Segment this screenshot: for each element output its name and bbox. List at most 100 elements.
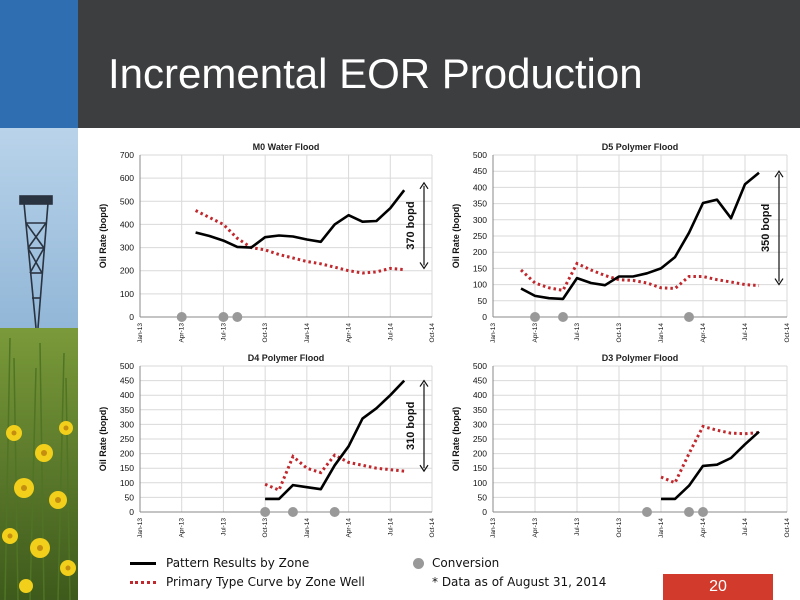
x-tick-label: Jan-13 [490,518,497,538]
y-tick-label: 200 [120,266,134,276]
y-tick-label: 100 [473,478,487,488]
x-tick-label: Oct-14 [784,518,791,538]
arrowhead-down-icon [419,464,429,473]
x-tick-label: Apr-13 [532,323,539,343]
y-tick-label: 0 [129,312,134,322]
x-tick-label: Jan-14 [658,323,665,343]
y-tick-label: 350 [473,405,487,415]
conversion-dot [698,507,708,517]
y-tick-label: 150 [120,463,134,473]
x-tick-label: Jan-14 [304,518,311,538]
x-tick-label: Apr-13 [179,323,186,343]
arrowhead-down-icon [419,262,429,270]
y-tick-label: 200 [120,449,134,459]
footnote: * Data as of August 31, 2014 [432,575,607,589]
y-tick-label: 150 [473,263,487,273]
y-tick-label: 500 [473,150,487,160]
x-tick-label: Jan-13 [137,518,144,538]
y-tick-label: 200 [473,247,487,257]
y-tick-label: 300 [120,243,134,253]
arrowhead-down-icon [774,278,784,286]
chart-title: M0 Water Flood [253,142,320,152]
x-tick-label: Oct-13 [262,518,269,538]
x-tick-label: Apr-14 [346,518,353,538]
x-tick-label: Jan-14 [304,323,311,343]
x-tick-label: Apr-13 [532,518,539,538]
y-axis-label: Oil Rate (bopd) [98,407,108,472]
chart-panel: 0 50 100 150 200 250 300 350 400 450 500 Jan-13 Apr-… [98,353,436,538]
y-tick-label: 350 [473,199,487,209]
accent-bar [0,0,78,128]
y-tick-label: 400 [120,219,134,229]
conversion-dot [287,507,298,517]
y-tick-label: 0 [129,507,134,517]
y-axis-label: Oil Rate (bopd) [451,204,461,269]
slide-header [0,0,800,128]
x-tick-label: Apr-14 [700,518,707,538]
y-tick-label: 0 [482,312,487,322]
legend-label-pattern: Pattern Results by Zone [166,556,310,570]
y-tick-label: 250 [120,434,134,444]
y-tick-label: 400 [473,182,487,192]
y-axis-label: Oil Rate (bopd) [451,407,461,472]
chart-panel: 0 50 100 150 200 250 300 350 400 450 500 Jan-13 Apr-… [451,142,791,343]
legend-label-conversion: Conversion [432,556,500,570]
pattern-results-line [520,171,760,301]
conversion-dot [232,312,243,322]
x-tick-label: Apr-13 [179,518,186,538]
dotted-line-swatch [130,581,156,584]
x-tick-label: Jul-13 [574,323,581,341]
y-tick-label: 100 [120,289,134,299]
annotation-label: 350 bopd [760,204,772,252]
y-tick-label: 300 [473,215,487,225]
arrowhead-up-icon [774,170,784,178]
y-tick-label: 450 [473,166,487,176]
y-tick-label: 500 [473,361,487,371]
conversion-dot [176,312,187,322]
x-tick-label: Oct-14 [429,323,436,343]
type-curve-line [264,453,405,493]
chart-title: D5 Polymer Flood [602,142,679,152]
chart-title: D4 Polymer Flood [248,353,325,363]
x-tick-label: Jan-14 [658,518,665,538]
x-tick-label: Apr-14 [346,323,353,343]
pattern-results-line [195,189,406,249]
x-tick-label: Jul-13 [220,518,227,536]
conversion-dot [329,507,340,517]
y-tick-label: 500 [120,361,134,371]
x-tick-label: Oct-14 [784,323,791,343]
y-tick-label: 100 [120,478,134,488]
y-tick-label: 450 [120,376,134,386]
x-tick-label: Jul-14 [742,518,749,536]
x-tick-label: Jan-13 [490,323,497,343]
pattern-results-line [661,430,760,501]
legend-item-pattern: Pattern Results by Zone [130,556,309,570]
legend-item-type-curve: Primary Type Curve by Zone Well [130,575,365,589]
y-tick-label: 400 [120,390,134,400]
y-tick-label: 450 [473,376,487,386]
type-curve-line [194,209,405,275]
legend: Pattern Results by Zone Primary Type Cur… [130,556,650,596]
y-tick-label: 0 [482,507,487,517]
x-tick-label: Jan-13 [137,323,144,343]
y-tick-label: 350 [120,405,134,415]
x-tick-label: Apr-14 [700,323,707,343]
oil-rig-photo [0,128,78,600]
y-tick-label: 150 [473,463,487,473]
x-tick-label: Jul-14 [742,323,749,341]
slide-title: Incremental EOR Production [108,50,643,97]
annotation-label: 370 bopd [405,201,417,249]
x-tick-label: Jul-14 [387,518,394,536]
y-tick-label: 700 [120,150,134,160]
conversion-dot-icon [413,558,424,569]
conversion-dot [642,507,652,517]
x-tick-label: Jul-13 [574,518,581,536]
conversion-dot [218,312,229,322]
conversion-dot [260,507,271,517]
legend-label-type-curve: Primary Type Curve by Zone Well [166,575,365,589]
pattern-results-line [265,379,406,501]
type-curve-line [660,424,760,485]
conversion-dot [530,312,540,322]
y-tick-label: 50 [478,296,488,306]
